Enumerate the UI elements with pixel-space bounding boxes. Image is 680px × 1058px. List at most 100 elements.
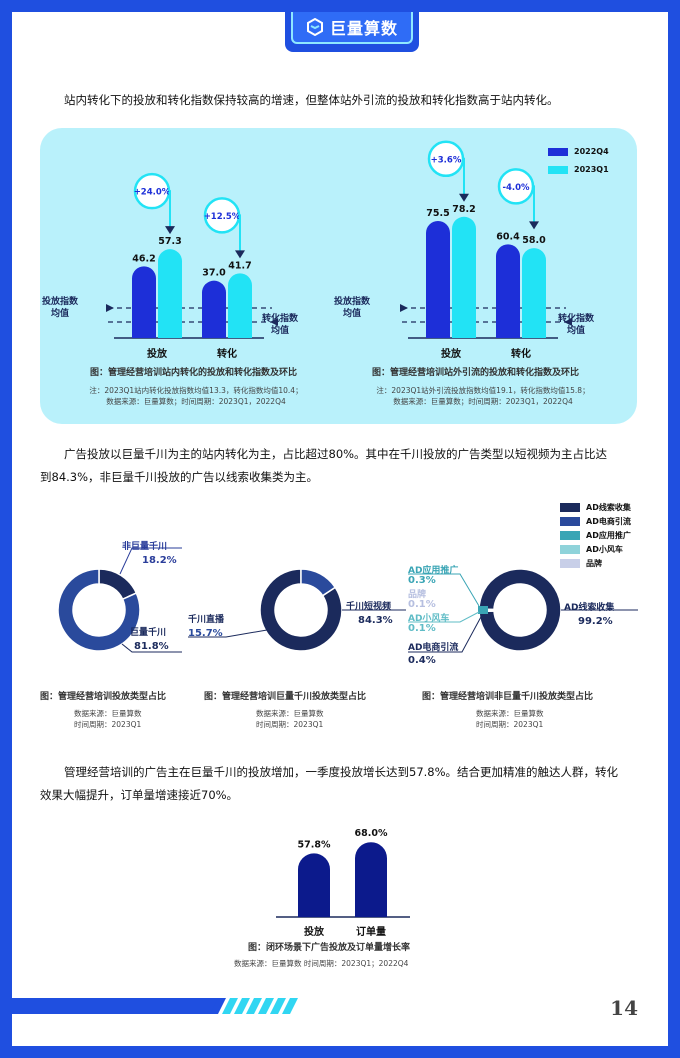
legend-swatch (560, 559, 580, 568)
growth-connector (463, 157, 465, 195)
bar-value-label: 75.5 (426, 208, 449, 219)
bar-value-label: 60.4 (496, 231, 520, 242)
legend-ad-lead: AD线索收集 (560, 502, 631, 513)
growth-arrow (459, 193, 469, 202)
bar (426, 220, 450, 338)
fig3-source: 数据来源：巨量算数 时间周期：2023Q1；2022Q4 (234, 959, 409, 968)
invest-avg-label: 投放指数 (42, 295, 79, 307)
bar-value-label: 57.8% (298, 839, 331, 850)
fig2-note: 注：2023Q1站外引流投放指数均值19.1，转化指数均值15.8； 数据来源：… (358, 385, 608, 407)
x-tick-label: 转化 (217, 347, 237, 360)
growth-connector (533, 185, 535, 223)
donut1-leader-non (119, 547, 182, 575)
x-tick-label: 投放 (147, 347, 168, 360)
page-number: 14 (610, 996, 638, 1020)
bar (202, 280, 226, 338)
donut1-period-line: 时间周期：2023Q1 (74, 720, 142, 729)
report-page: 巨量算数 站内转化下的投放和转化指数保持较高的增速，但整体站外引流的投放和转化指… (12, 12, 668, 1046)
growth-label: +3.6% (431, 155, 462, 165)
growth-connector (169, 190, 171, 228)
fig2-source-line: 数据来源：巨量算数；时间周期：2023Q1，2022Q4 (393, 397, 573, 406)
bar-value-label: 57.3 (158, 236, 181, 247)
donut2-live-value: 15.7% (188, 628, 223, 639)
legend-ad-windmill: AD小风车 (560, 544, 623, 555)
bar-value-label: 37.0 (202, 268, 226, 279)
fig1-caption: 图：管理经营培训站内转化的投放和转化指数及环比 (90, 368, 298, 378)
legend-label: 2022Q4 (574, 147, 609, 156)
logo: 巨量算数 (291, 12, 413, 44)
donut1-non-value: 18.2% (142, 555, 177, 566)
donut3-brand-value: 0.1% (408, 599, 436, 610)
slice-live (300, 568, 337, 597)
fig1-note-line: 注：2023Q1站内转化投放指数均值13.3，转化指数均值10.4； (89, 386, 303, 395)
donut2-live-label: 千川直播 (188, 615, 225, 625)
donut2-period-line: 时间周期：2023Q1 (256, 720, 324, 729)
fig3-caption: 图：闭环场景下广告投放及订单量增长率 (248, 943, 411, 953)
x-tick-label: 订单量 (356, 925, 386, 938)
donut3-wind-value: 0.1% (408, 623, 436, 634)
convert-avg-label: 转化指数 (558, 312, 595, 324)
donut3-app-label: AD应用推广 (408, 566, 459, 576)
legend-label: AD应用推广 (586, 531, 631, 540)
legend-swatch (548, 147, 568, 156)
donut2-leader-live (188, 629, 268, 638)
donut1-jl-label: 巨量千川 (130, 628, 167, 638)
donut3-caption: 图：管理经营培训非巨量千川投放类型占比 (422, 692, 594, 702)
convert-avg-arrow (564, 318, 572, 326)
donut3-source: 数据来源：巨量算数 时间周期：2023Q1 (476, 708, 544, 730)
legend-ad-ecom: AD电商引流 (560, 516, 631, 527)
donut2-source: 数据来源：巨量算数 时间周期：2023Q1 (256, 708, 324, 730)
convert-avg-label-2: 均值 (567, 324, 585, 336)
brand-cube-icon (306, 18, 323, 36)
convert-avg-label-2: 均值 (271, 324, 289, 336)
donut3-wind-label: AD小风车 (408, 614, 450, 624)
invest-avg-label-2: 均值 (343, 307, 361, 319)
x-tick-label: 投放 (441, 347, 462, 360)
bar (355, 842, 387, 917)
invest-avg-label-2: 均值 (51, 307, 69, 319)
footer-stripe (12, 998, 298, 1014)
donut3-leader-app (408, 573, 480, 607)
donut3-source-line: 数据来源：巨量算数 (476, 709, 544, 718)
grouped-bar-charts: 投放指数均值 转化指数均值46.257.3投放+24.0%37.041.7转化+1… (42, 140, 595, 360)
brand-name: 巨量算数 (329, 19, 398, 38)
slice-qianchuan (57, 568, 141, 652)
donut3-leader-ecom (408, 614, 483, 653)
bar (452, 216, 476, 338)
legend-label: 品牌 (586, 559, 602, 568)
donut3-brand-label: 品牌 (408, 590, 427, 600)
growth-label: +12.5% (204, 212, 241, 222)
bar (496, 244, 520, 338)
donut1-source-line: 数据来源：巨量算数 (74, 709, 142, 718)
intro-paragraph-1: 站内转化下的投放和转化指数保持较高的增速，但整体站外引流的投放和转化指数高于站内… (64, 93, 559, 107)
bar-value-label: 58.0 (522, 235, 546, 246)
donut1-caption: 图：管理经营培训投放类型占比 (40, 692, 167, 702)
legend-label: AD电商引流 (586, 517, 631, 526)
bar-value-label: 46.2 (132, 253, 155, 264)
convert-avg-arrow (270, 318, 278, 326)
x-tick-label: 转化 (511, 347, 531, 360)
donut3-leader-wind (408, 611, 480, 623)
invest-avg-arrow (400, 304, 408, 312)
growth-arrow (165, 226, 175, 235)
legend-ad-app: AD应用推广 (560, 530, 631, 541)
bar (132, 266, 156, 338)
growth-arrow (235, 250, 245, 259)
invest-avg-label: 投放指数 (334, 295, 371, 307)
growth-arrow (529, 221, 539, 230)
intro-paragraph-3b: 效果大幅提升，订单量增速接近70%。 (40, 788, 239, 802)
legend-swatch (560, 545, 580, 554)
slice-non-qianchuan (98, 568, 138, 601)
donut3-ecom-value: 0.4% (408, 655, 436, 666)
slice-short-video (259, 568, 343, 652)
donut3-period-line: 时间周期：2023Q1 (476, 720, 544, 729)
donut3-app-value: 0.3% (408, 575, 436, 586)
donut3-lead-value: 99.2% (578, 616, 613, 627)
bar-value-label: 41.7 (228, 260, 251, 271)
intro-paragraph-3: 管理经营培训的广告主在巨量千川的投放增加，一季度投放增长达到57.8%。结合更加… (64, 765, 619, 779)
growth-bar-chart: 57.8% 投放 68.0% 订单量 (276, 828, 410, 938)
fig2-note-line: 注：2023Q1站外引流投放指数均值19.1，转化指数均值15.8； (376, 386, 590, 395)
legend-swatch (560, 531, 580, 540)
donut3-ecom-label: AD电商引流 (408, 643, 459, 653)
fig1-note: 注：2023Q1站内转化投放指数均值13.3，转化指数均值10.4； 数据来源：… (76, 385, 316, 407)
